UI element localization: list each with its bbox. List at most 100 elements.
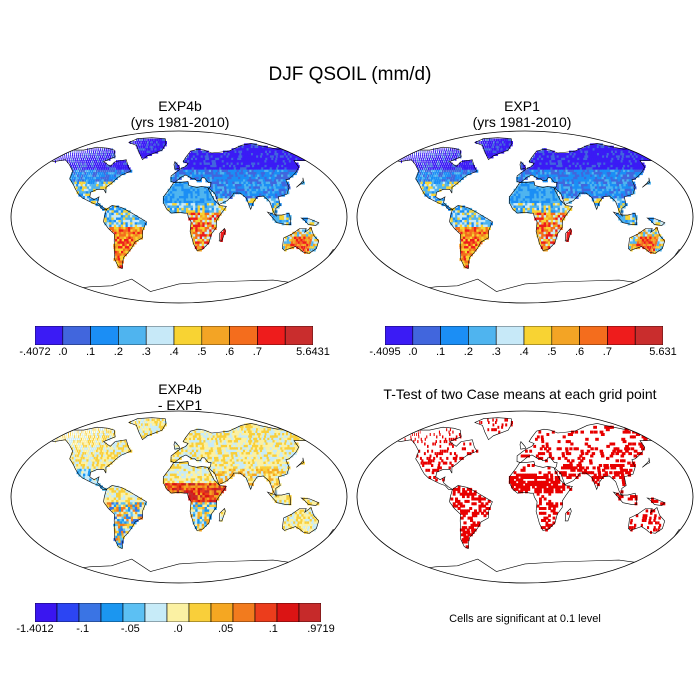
colorbar-exp4b <box>35 326 313 345</box>
coastline-eurasia <box>516 423 666 498</box>
colorbar-swatch <box>56 603 80 622</box>
colorbar-swatch <box>276 603 300 622</box>
colorbar-tick-label: -.1 <box>76 623 90 635</box>
colorbar-tick-label: .2 <box>113 346 123 358</box>
colorbar-tick-label: 5.631 <box>649 346 677 358</box>
colorbar-tick-label: .0 <box>173 623 183 635</box>
coastline-northamerica <box>44 146 132 210</box>
coastline-newzealand <box>323 529 338 542</box>
coastline-northamerica <box>44 426 132 490</box>
panel-title-exp1: EXP1 (yrs 1981-2010) <box>402 98 642 130</box>
colorbar-tick-label: 5.6431 <box>296 346 330 358</box>
panel-title-exp4b: EXP4b (yrs 1981-2010) <box>60 98 300 130</box>
colorbar-swatch <box>412 326 441 345</box>
coastline-newzealand <box>669 529 684 542</box>
colorbar-tick-label: .9719 <box>307 623 335 635</box>
coastline-africa <box>508 461 573 531</box>
coastline-madagascar <box>564 227 572 242</box>
coastline-newguinea <box>300 497 320 506</box>
coastline-japan <box>296 457 305 468</box>
map-field <box>388 137 684 303</box>
coastline-eurasia <box>170 423 320 498</box>
map-field <box>388 417 684 583</box>
colorbar-labels-exp1: -.4095 .0 .1 .2 .3 .4 .5 .6 .7 5.631 <box>369 346 676 360</box>
map-exp1 <box>356 130 694 304</box>
colorbar-tick-label: .4 <box>519 346 529 358</box>
map-border <box>10 130 348 304</box>
colorbar-swatch <box>90 326 119 345</box>
map-ttest <box>356 410 694 584</box>
coastline-northamerica <box>390 426 478 490</box>
colorbar-swatch <box>62 326 91 345</box>
colorbar-exp1 <box>385 326 663 345</box>
coastline-greenland <box>128 137 167 161</box>
panel-title-exp4b-line2: (yrs 1981-2010) <box>130 114 230 130</box>
colorbar-tick-label: .7 <box>252 346 262 358</box>
coastline-antarctica <box>388 278 661 303</box>
colorbar-tick-label: .6 <box>225 346 235 358</box>
colorbar-labels-diff: -1.4012 -.1 -.05 .0 .05 .1 .9719 <box>16 623 334 637</box>
colorbar-tick-label: -.4095 <box>369 346 401 358</box>
colorbar-swatch <box>35 326 64 345</box>
coastline-antarctica <box>42 278 315 303</box>
coastline-madagascar <box>218 507 226 522</box>
map-field <box>42 417 338 583</box>
panel-title-ttest: T-Test of two Case means at each grid po… <box>350 386 690 402</box>
colorbar-swatch <box>118 326 147 345</box>
colorbar-swatch <box>122 603 146 622</box>
colorbar-swatch <box>144 603 168 622</box>
colorbar-tick-label: .05 <box>218 623 234 635</box>
coastline-madagascar <box>218 227 226 242</box>
coastline-australia <box>627 507 666 534</box>
coastline-uk <box>519 160 527 170</box>
map-border <box>10 410 348 584</box>
colorbar-swatch <box>468 326 497 345</box>
colorbar-swatch <box>298 603 321 622</box>
coastline-southamerica <box>449 485 493 550</box>
coastline-uk <box>519 440 527 450</box>
coastline-australia <box>281 227 320 254</box>
coastline-greenland <box>474 137 513 161</box>
colorbar-swatch <box>495 326 525 345</box>
map-border <box>356 130 694 304</box>
figure-title: DJF QSOIL (mm/d) <box>268 64 432 85</box>
significance-note: Cells are significant at 0.1 level <box>449 613 601 625</box>
map-field <box>42 137 338 303</box>
colorbar-swatch <box>634 326 663 345</box>
coastline-africa <box>162 461 227 531</box>
colorbar-swatch <box>385 326 414 345</box>
colorbar-swatch <box>201 326 230 345</box>
colorbar-swatch <box>210 603 234 622</box>
coastline-northamerica <box>390 146 478 210</box>
colorbar-tick-label: .1 <box>268 623 278 635</box>
coastline-southamerica <box>103 205 147 270</box>
colorbar-tick-label: .2 <box>463 346 473 358</box>
coastline-australia <box>627 227 666 254</box>
colorbar-swatch <box>229 326 258 345</box>
coastline-greenland <box>474 417 513 441</box>
panel-title-diff-line1: EXP4b <box>158 381 202 397</box>
panel-title-diff-line2: - EXP1 <box>157 397 203 413</box>
colorbar-tick-label: .1 <box>436 346 446 358</box>
colorbar-swatch <box>551 326 580 345</box>
colorbar-swatch <box>166 603 190 622</box>
colorbar-swatch <box>254 603 278 622</box>
map-border <box>356 410 694 584</box>
colorbar-tick-label: .0 <box>408 346 418 358</box>
colorbar-tick-label: -.4072 <box>19 346 51 358</box>
colorbar-swatch <box>35 603 58 622</box>
coastline-southamerica <box>103 485 147 550</box>
colorbar-swatch <box>173 326 203 345</box>
coastline-eurasia <box>516 143 666 218</box>
colorbar-swatch <box>257 326 286 345</box>
panel-title-ttest-line1: T-Test of two Case means at each grid po… <box>383 386 657 402</box>
coastline-australia <box>281 507 320 534</box>
coastline-indonesia <box>612 491 638 505</box>
coastline-newzealand <box>323 249 338 262</box>
coastline-newguinea <box>646 497 666 506</box>
coastline-madagascar <box>564 507 572 522</box>
coastline-indonesia <box>266 211 292 225</box>
panel-title-exp4b-line1: EXP4b <box>158 98 202 114</box>
coastline-eurasia <box>170 143 320 218</box>
coastline-newguinea <box>300 217 320 226</box>
